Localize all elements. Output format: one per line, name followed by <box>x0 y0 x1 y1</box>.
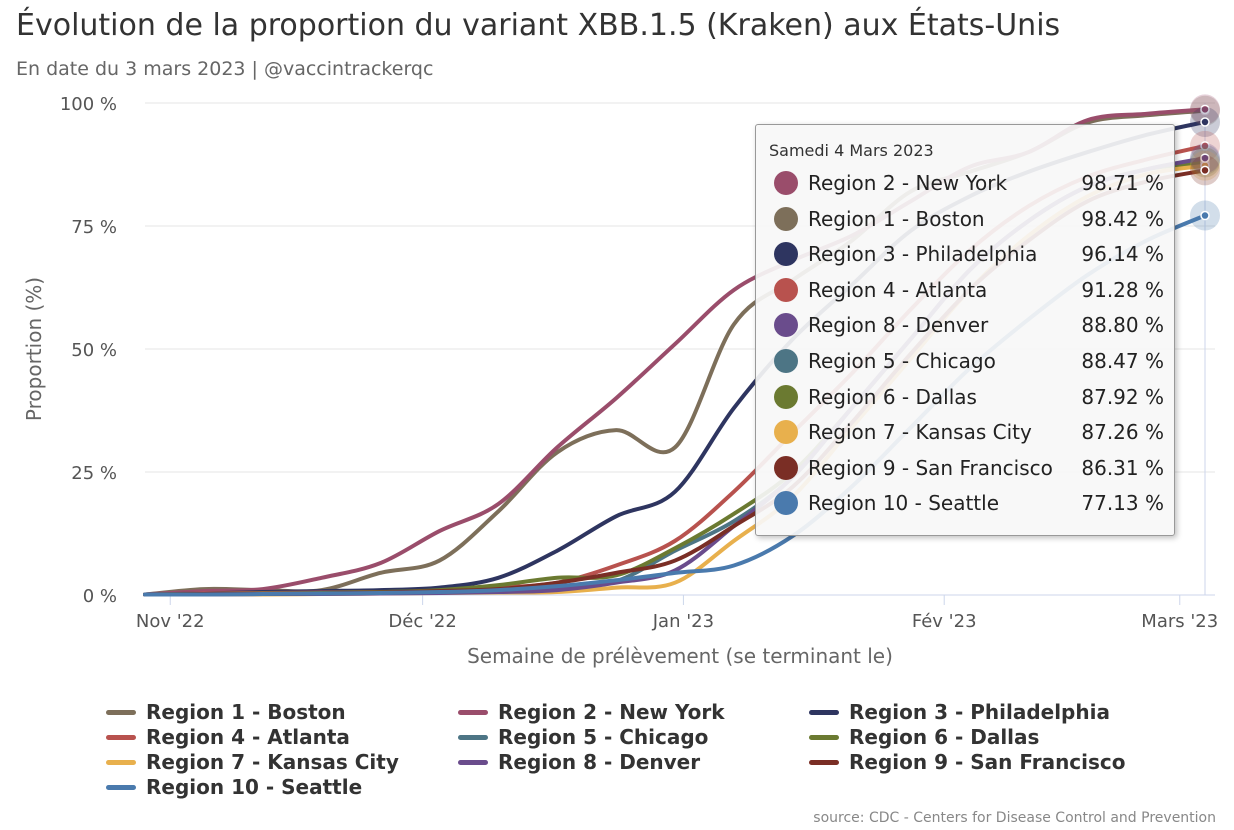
tooltip-row: Region 3 - Philadelphia 96.14 % <box>774 239 1164 269</box>
tooltip-date: Samedi 4 Mars 2023 <box>769 141 934 160</box>
y-tick-label: 0 % <box>83 586 117 607</box>
legend-label: Region 7 - Kansas City <box>146 750 399 774</box>
legend-line-icon <box>809 759 839 765</box>
legend-line-icon <box>458 709 488 715</box>
tooltip-series-name: Region 8 - Denver <box>808 313 989 338</box>
legend-item[interactable]: Region 9 - San Francisco <box>809 750 1126 774</box>
y-tick-label: 50 % <box>71 340 117 361</box>
x-tick-label: Nov '22 <box>136 611 205 632</box>
tooltip-series-value: 96.14 % <box>1081 242 1164 267</box>
tooltip-row: Region 9 - San Francisco 86.31 % <box>774 453 1164 483</box>
legend-item[interactable]: Region 8 - Denver <box>458 750 700 774</box>
series-dot-icon <box>774 277 798 302</box>
chart-subtitle: En date du 3 mars 2023 | @vaccintrackerq… <box>16 58 434 80</box>
legend-item[interactable]: Region 7 - Kansas City <box>106 750 399 774</box>
tooltip-series-name: Region 10 - Seattle <box>808 491 1000 516</box>
y-tick-label: 25 % <box>71 463 117 484</box>
tooltip-row: Region 7 - Kansas City 87.26 % <box>774 417 1164 447</box>
legend-line-icon <box>106 734 136 740</box>
tooltip-series-name: Region 3 - Philadelphia <box>808 242 1038 267</box>
tooltip-series-name: Region 7 - Kansas City <box>808 420 1032 445</box>
tooltip-row: Region 10 - Seattle 77.13 % <box>774 488 1164 518</box>
legend-label: Region 5 - Chicago <box>498 725 709 749</box>
legend-line-icon <box>458 734 488 740</box>
legend-label: Region 2 - New York <box>498 700 725 724</box>
tooltip-series-value: 87.26 % <box>1081 420 1164 445</box>
tooltip-row: Region 4 - Atlanta 91.28 % <box>774 275 1164 305</box>
legend-item[interactable]: Region 10 - Seattle <box>106 775 362 799</box>
y-tick-label: 100 % <box>60 94 117 115</box>
tooltip-series-value: 98.42 % <box>1081 206 1164 231</box>
x-tick-label: Jan '23 <box>652 611 714 632</box>
data-point-marker <box>1200 210 1210 221</box>
series-dot-icon <box>774 349 798 373</box>
y-tick-label: 75 % <box>71 217 117 238</box>
legend-label: Region 3 - Philadelphia <box>849 700 1110 724</box>
legend-line-icon <box>458 759 488 765</box>
data-point-marker <box>1200 153 1210 163</box>
tooltip-row: Region 5 - Chicago 88.47 % <box>774 346 1164 376</box>
tooltip-row: Region 2 - New York 98.71 % <box>774 168 1164 198</box>
legend-line-icon <box>106 784 136 790</box>
series-dot-icon <box>774 384 798 409</box>
tooltip-series-value: 87.92 % <box>1081 384 1164 409</box>
series-dot-icon <box>774 420 798 445</box>
data-point-marker <box>1200 165 1210 176</box>
x-tick-label: Déc '22 <box>388 611 456 632</box>
series-dot-icon <box>774 206 798 231</box>
tooltip-series-name: Region 9 - San Francisco <box>808 455 1053 480</box>
x-tick-label: Mars '23 <box>1141 611 1218 632</box>
tooltip-series-value: 77.13 % <box>1081 491 1164 516</box>
legend-label: Region 4 - Atlanta <box>146 725 350 749</box>
y-axis-title: Proportion (%) <box>22 277 46 421</box>
series-dot-icon <box>774 171 798 195</box>
tooltip-series-value: 91.28 % <box>1081 277 1164 302</box>
x-axis-title: Semaine de prélèvement (se terminant le) <box>467 644 893 668</box>
legend-line-icon <box>106 709 136 715</box>
legend-label: Region 1 - Boston <box>146 700 346 724</box>
data-point-marker <box>1200 141 1210 151</box>
legend-label: Region 8 - Denver <box>498 750 701 774</box>
chart-title: Évolution de la proportion du variant XB… <box>16 8 1061 43</box>
tooltip-series-value: 86.31 % <box>1081 455 1164 480</box>
tooltip-series-value: 88.80 % <box>1081 313 1164 338</box>
legend-label: Region 10 - Seattle <box>146 775 363 799</box>
data-point-marker <box>1200 104 1210 115</box>
legend-item[interactable]: Region 6 - Dallas <box>809 725 1039 749</box>
tooltip-row: Region 8 - Denver 88.80 % <box>774 310 1164 340</box>
tooltip-row: Region 6 - Dallas 87.92 % <box>774 382 1164 412</box>
legend-line-icon <box>809 709 839 715</box>
legend-line-icon <box>106 759 136 765</box>
legend-label: Region 6 - Dallas <box>849 725 1040 749</box>
tooltip-series-name: Region 2 - New York <box>808 171 1008 195</box>
tooltip-series-value: 88.47 % <box>1081 349 1164 373</box>
source-credit: source: CDC - Centers for Disease Contro… <box>813 810 1216 826</box>
tooltip-series-name: Region 1 - Boston <box>808 206 985 231</box>
legend-item[interactable]: Region 4 - Atlanta <box>106 725 350 749</box>
legend-item[interactable]: Region 2 - New York <box>458 700 725 724</box>
series-dot-icon <box>774 455 798 480</box>
tooltip-series-value: 98.71 % <box>1081 171 1164 195</box>
series-dot-icon <box>774 242 798 267</box>
legend-item[interactable]: Region 5 - Chicago <box>458 725 708 749</box>
legend-label: Region 9 - San Francisco <box>849 750 1126 774</box>
data-point-marker <box>1200 117 1210 127</box>
legend-line-icon <box>809 734 839 740</box>
series-dot-icon <box>774 313 798 338</box>
tooltip-series-name: Region 6 - Dallas <box>808 384 977 409</box>
x-tick-label: Fév '23 <box>912 611 977 632</box>
legend-item[interactable]: Region 3 - Philadelphia <box>809 700 1110 724</box>
tooltip-series-name: Region 5 - Chicago <box>808 349 996 373</box>
series-dot-icon <box>774 491 798 516</box>
legend-item[interactable]: Region 1 - Boston <box>106 700 346 724</box>
hover-tooltip: Samedi 4 Mars 2023 Region 2 - New York 98… <box>755 124 1175 536</box>
tooltip-row: Region 1 - Boston 98.42 % <box>774 204 1164 234</box>
tooltip-series-name: Region 4 - Atlanta <box>808 277 988 302</box>
